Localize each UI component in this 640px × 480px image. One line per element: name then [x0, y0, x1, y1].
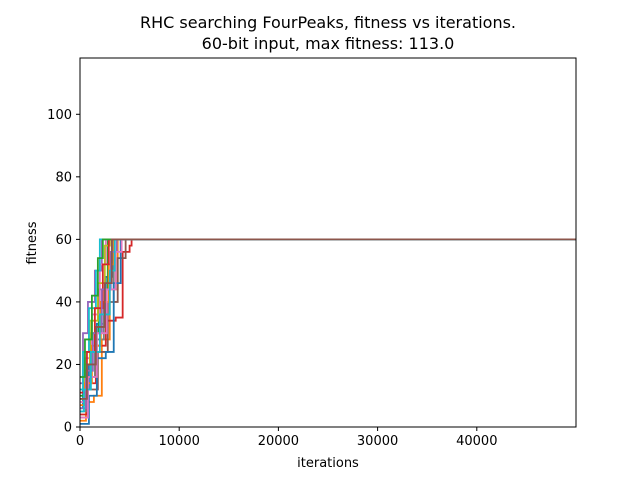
plot-frame: [79, 57, 577, 428]
series-line-8: [80, 238, 576, 413]
series-line-12: [80, 238, 576, 407]
series-line-6: [80, 238, 576, 419]
x-tick-label: 20000: [258, 434, 299, 449]
x-tick-label: 0: [76, 434, 84, 449]
series-line-9: [80, 238, 576, 400]
series-line-17: [80, 238, 576, 413]
x-tick-label: 10000: [159, 434, 200, 449]
chart-title-line1: RHC searching FourPeaks, fitness vs iter…: [140, 13, 516, 32]
y-tick-label: 60: [55, 233, 72, 248]
x-axis-label: iterations: [297, 456, 359, 471]
chart-title-line2: 60-bit input, max fitness: 113.0: [202, 34, 455, 53]
series-line-7: [80, 238, 576, 403]
series-line-3: [80, 238, 576, 397]
series-line-15: [80, 238, 576, 378]
y-tick-label: 20: [55, 358, 72, 373]
y-tick-label: 80: [55, 170, 72, 185]
series-line-10: [80, 238, 576, 391]
y-tick-label: 0: [64, 421, 72, 436]
x-axis: 0 10000 20000 30000 40000: [76, 427, 497, 449]
series-line-5: [80, 238, 576, 385]
series-line-14: [80, 238, 576, 410]
series-line-4: [80, 238, 576, 416]
y-axis: 0 20 40 60 80 100: [47, 108, 80, 436]
series-line-16: [80, 238, 576, 419]
series-line-11: [80, 238, 576, 425]
y-tick-label: 40: [55, 295, 72, 310]
y-tick-label: 100: [47, 108, 72, 123]
x-tick-label: 30000: [357, 434, 398, 449]
series-line-18: [80, 238, 576, 400]
y-axis-label: fitness: [25, 221, 40, 264]
series-line-1: [80, 238, 576, 410]
x-tick-label: 40000: [456, 434, 497, 449]
series-layer: [80, 238, 576, 425]
series-line-13: [80, 238, 576, 394]
series-line-2: [80, 238, 576, 422]
